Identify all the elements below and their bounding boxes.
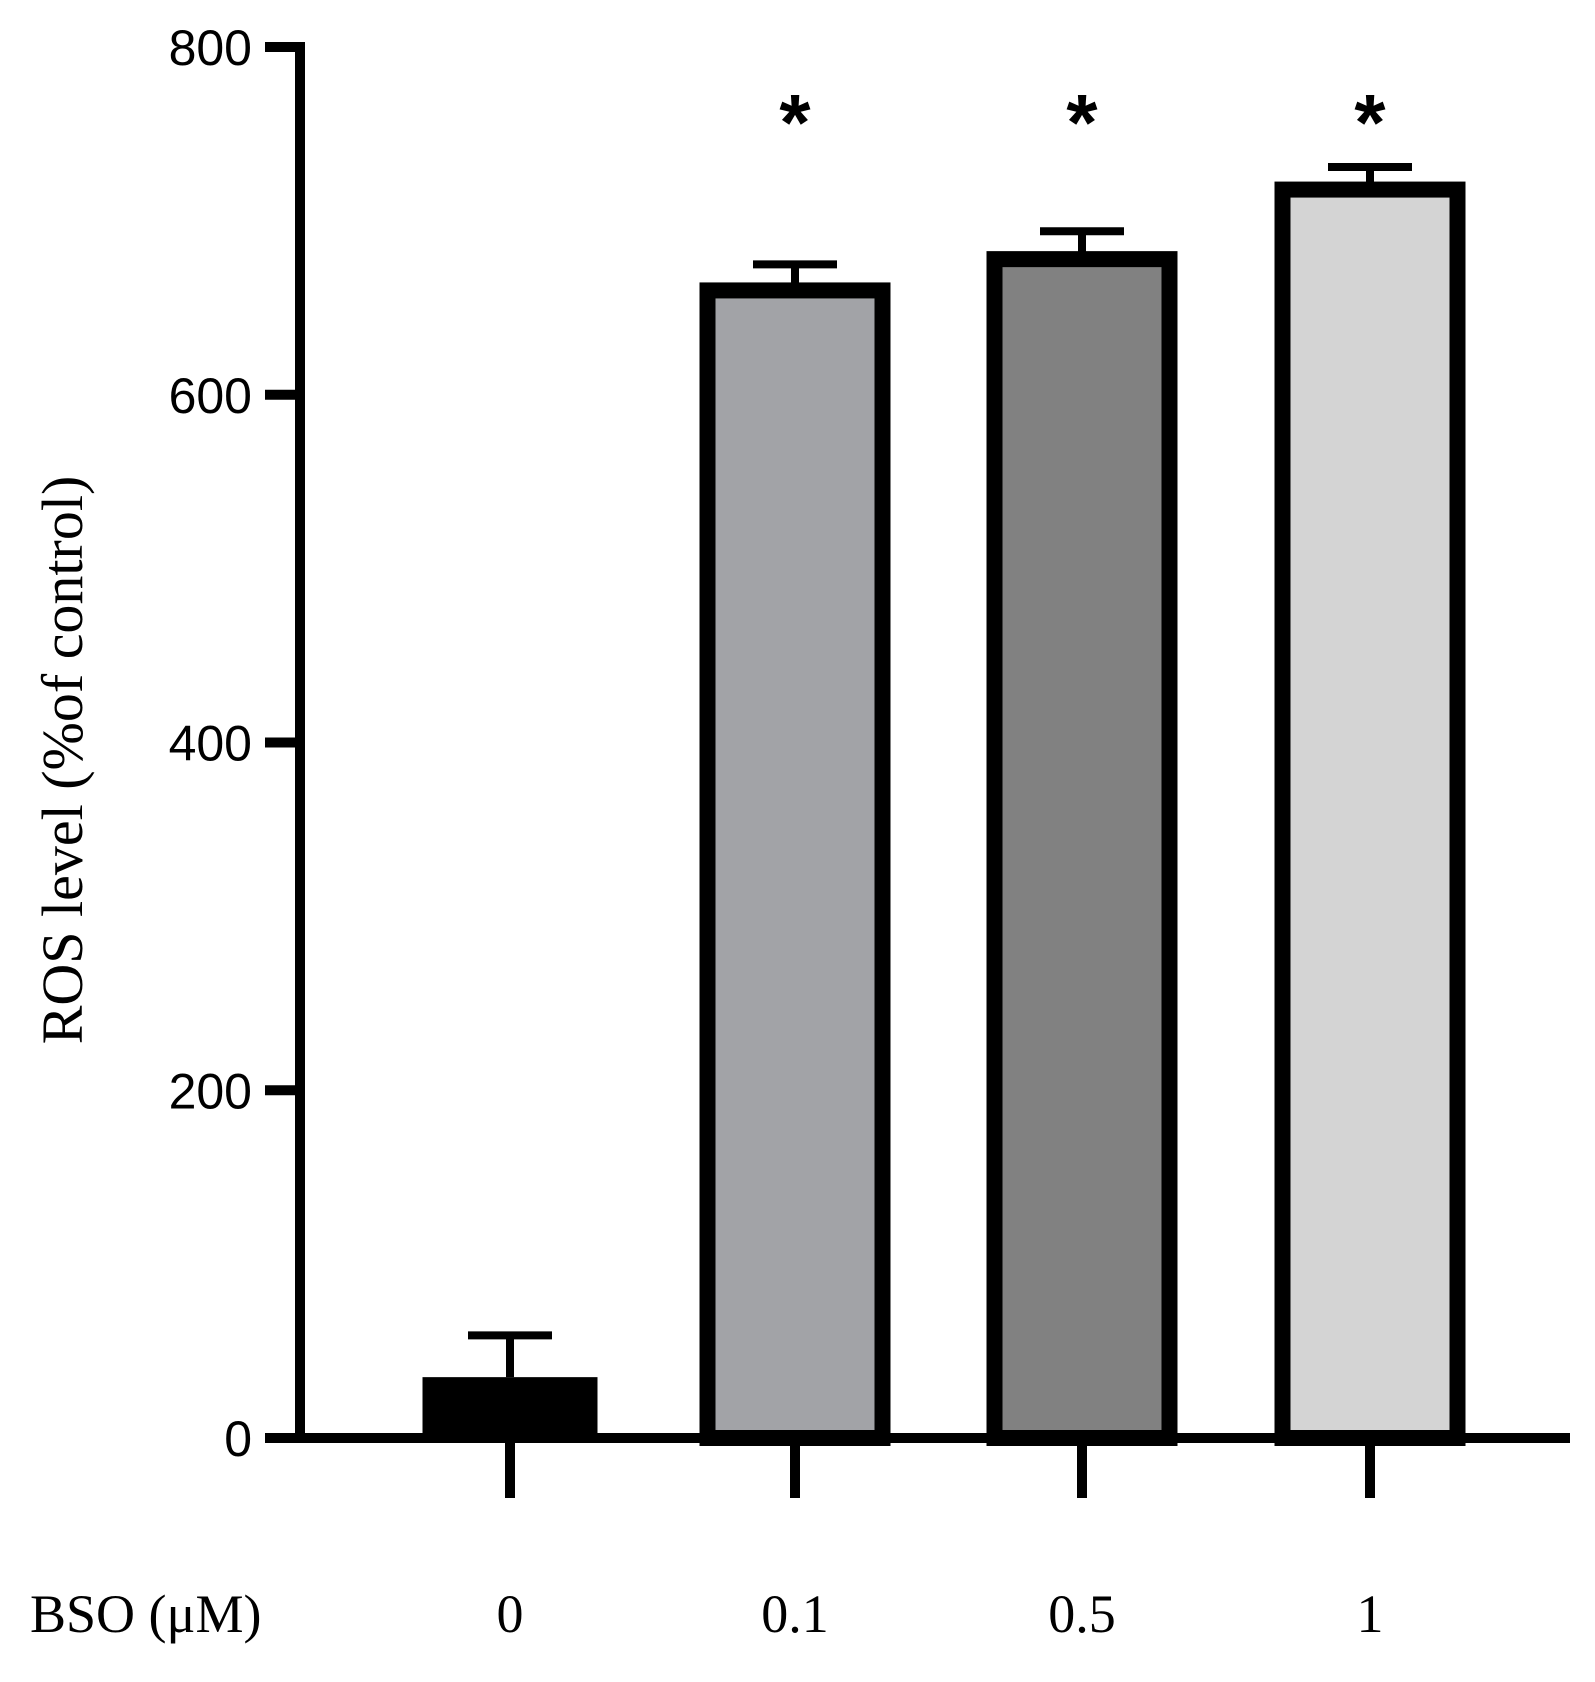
significance-markers: * * *: [779, 78, 1386, 167]
x-tick-labels: 0 0.1 0.5 1: [497, 1584, 1384, 1644]
x-tick-label: 0: [497, 1584, 524, 1644]
y-axis-label: ROS level (%of control): [30, 476, 95, 1045]
y-axis-ticks: 0 200 400 600 800: [169, 20, 300, 1467]
y-tick-label: 600: [169, 368, 252, 424]
bar: [986, 251, 1178, 1447]
y-tick-label: 800: [169, 20, 252, 76]
y-tick-label: 200: [169, 1063, 252, 1119]
x-tick-label: 1: [1357, 1584, 1384, 1644]
x-tick-label: 0.1: [761, 1584, 829, 1644]
x-axis-ticks: [505, 1438, 1375, 1498]
x-tick-label: 0.5: [1048, 1584, 1116, 1644]
bar: [1274, 181, 1466, 1446]
bar: [699, 282, 891, 1446]
y-tick-label: 0: [224, 1411, 252, 1467]
bar: [422, 1377, 598, 1438]
y-tick-label: 400: [169, 716, 252, 772]
significance-marker: *: [1354, 78, 1386, 167]
bars: [422, 181, 1466, 1447]
error-bars: [468, 162, 1412, 1378]
significance-marker: *: [779, 78, 811, 167]
significance-marker: *: [1066, 78, 1098, 167]
x-axis-label: BSO (μM): [30, 1584, 261, 1644]
